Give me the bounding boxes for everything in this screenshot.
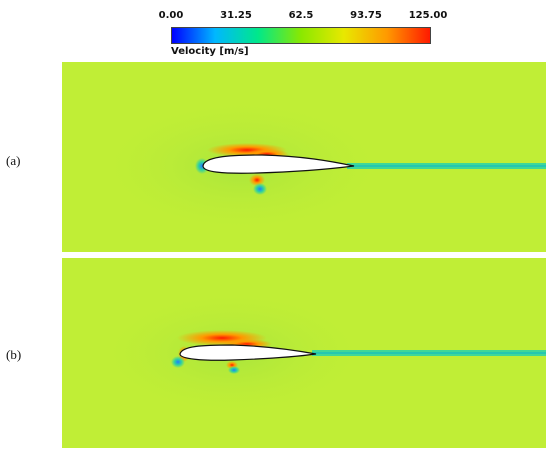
panel-b-label: (b)	[6, 347, 22, 362]
colorbar-title: Velocity [m/s]	[171, 46, 249, 57]
panel-a-vortex-cool	[253, 183, 267, 195]
panel-b-contour-plot	[62, 258, 546, 448]
panel-a-wake-core	[347, 165, 546, 167]
panel-a-label: (a)	[6, 153, 21, 168]
panel-a-contour-plot	[62, 62, 546, 252]
panel-a-airfoil	[202, 154, 355, 174]
panel-b-wake-core	[312, 352, 546, 354]
panel-b-leading-edge-cool	[171, 356, 185, 368]
velocity-colorbar	[171, 27, 431, 44]
panel-b-airfoil	[179, 344, 317, 361]
colorbar-tick-1: 31.25	[220, 10, 252, 21]
panel-b-velocity-field	[62, 258, 546, 448]
colorbar-tick-0: 0.00	[158, 10, 184, 21]
colorbar-tick-4: 125.00	[408, 10, 448, 21]
panel-a-vortex-hot	[249, 174, 265, 186]
panel-b-vortex-cool	[228, 366, 240, 374]
panel-a-velocity-field	[62, 62, 546, 252]
colorbar-tick-2: 62.5	[288, 10, 314, 21]
colorbar-tick-3: 93.75	[350, 10, 382, 21]
